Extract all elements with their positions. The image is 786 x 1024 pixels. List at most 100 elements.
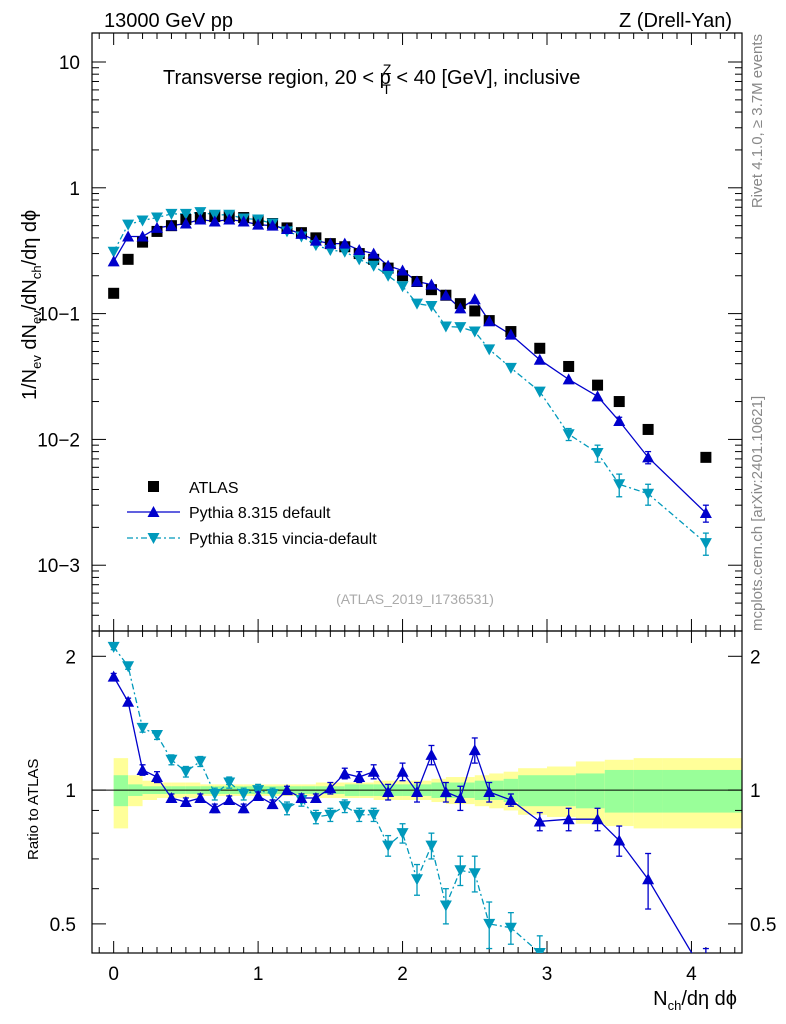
mcplots-label: mcplots.cern.ch [arXiv:2401.10621] — [749, 396, 766, 631]
ratio-default-point — [208, 802, 221, 814]
ratio-default-point — [533, 815, 546, 827]
vincia-point — [107, 246, 120, 258]
ratio-default-point — [468, 744, 481, 756]
default-point — [165, 219, 178, 231]
atlas-point — [700, 451, 712, 463]
default-line — [113, 218, 707, 514]
x-tick-label: 1 — [253, 964, 264, 985]
ratio-vincia-point — [107, 641, 120, 653]
vincia-point — [454, 322, 467, 334]
default-point — [122, 230, 135, 242]
ratio-vincia-point — [353, 809, 366, 821]
ratio-vincia-point — [382, 840, 395, 852]
ratio-default-point — [367, 765, 380, 777]
vincia-point — [151, 212, 163, 224]
main-y-tick-label: 1 — [69, 179, 80, 200]
default-point — [237, 215, 250, 227]
ratio-vincia-point — [338, 801, 351, 813]
ratio-vincia-point — [309, 811, 322, 823]
ratio-vincia-point — [504, 922, 517, 934]
default-point — [367, 247, 380, 259]
ratio-default-point — [562, 813, 575, 825]
vincia-point — [179, 208, 192, 220]
ratio-default-point — [454, 791, 467, 803]
legend-atlas-marker — [148, 481, 159, 492]
ratio-vincia-point — [165, 754, 178, 766]
legend-default-marker — [147, 506, 160, 517]
ratio-default-point — [700, 971, 712, 982]
ratio-default-line — [113, 676, 693, 953]
ratio-vincia-point — [281, 803, 293, 815]
vincia-point — [642, 488, 655, 500]
ratio-default-point — [194, 791, 207, 803]
ratio-series — [107, 641, 712, 982]
default-point — [454, 302, 467, 314]
ratio-vincia-point — [396, 828, 409, 840]
atlas-point — [108, 287, 120, 299]
default-point — [324, 237, 337, 249]
band-inner-bin — [113, 775, 129, 807]
default-point — [439, 289, 452, 301]
default-point — [382, 259, 395, 271]
band-inner-bin — [633, 769, 663, 813]
ratio-default-point — [353, 771, 366, 783]
ratio-default-point — [266, 798, 279, 810]
ratio-default-point — [411, 786, 423, 798]
vincia-point — [483, 344, 496, 356]
default-point — [194, 213, 207, 225]
ratio-series-clipped — [107, 641, 712, 982]
ratio-default-point — [295, 791, 308, 803]
ratio-vincia-point — [454, 865, 467, 877]
ratio-default-point — [324, 782, 337, 794]
default-point — [425, 278, 438, 290]
ratio-vincia-point — [208, 788, 221, 800]
default-point — [483, 315, 496, 327]
atlas-point — [469, 305, 481, 317]
x-axis-label: Nch/dη dϕ — [653, 988, 737, 1013]
band-inner-bin — [604, 769, 634, 813]
default-point — [504, 328, 517, 340]
atlas-point — [368, 253, 380, 265]
vincia-point — [591, 447, 604, 459]
legend: ATLAS Pythia 8.315 default Pythia 8.315 … — [127, 480, 377, 548]
ratio-vincia-point — [468, 868, 481, 880]
default-point — [613, 415, 626, 427]
vincia-point — [411, 298, 423, 310]
atlas-point — [397, 270, 409, 282]
main-y-tick-label: 10−1 — [37, 305, 80, 326]
band-inner-bin — [662, 769, 742, 813]
default-point — [266, 219, 279, 231]
ratio-vincia-point — [136, 722, 149, 734]
tick-labels: 0 1 2 3 4 10 1 10−1 10−2 10−3 2 2 1 1 0.5 0.5 — [37, 53, 776, 985]
ratio-default-point — [382, 786, 395, 798]
ratio-default-point — [591, 813, 604, 825]
ratio-y-tick-label: 0.5 — [50, 915, 76, 936]
default-point — [223, 213, 236, 225]
ratio-default-point — [165, 791, 178, 803]
default-point — [136, 230, 149, 242]
default-point — [699, 507, 712, 519]
vincia-point — [504, 362, 517, 374]
ratio-y-axis-label: Ratio to ATLAS — [25, 759, 42, 860]
vincia-point — [439, 321, 452, 333]
x-tick-label: 4 — [686, 964, 697, 985]
ratio-default-point — [425, 748, 438, 760]
ratio-uncertainty-band — [92, 758, 742, 829]
ratio-vincia-point — [151, 730, 163, 742]
ratio-vincia-point — [237, 788, 250, 800]
vincia-point — [396, 281, 409, 293]
vincia-point — [699, 538, 712, 550]
ratio-vincia-point — [122, 661, 135, 673]
ratio-vincia-point — [425, 840, 438, 852]
ratio-vincia-point — [324, 809, 337, 821]
ratio-default-point — [179, 796, 192, 808]
rivet-label: Rivet 4.1.0, ≥ 3.7M events — [749, 34, 766, 208]
axis-ticks — [92, 33, 742, 953]
atlas-point — [122, 253, 134, 265]
ratio-default-point — [483, 786, 496, 798]
default-point — [208, 215, 221, 227]
vincia-line — [113, 211, 707, 544]
ratio-default-point — [396, 765, 409, 777]
main-series — [107, 207, 712, 556]
